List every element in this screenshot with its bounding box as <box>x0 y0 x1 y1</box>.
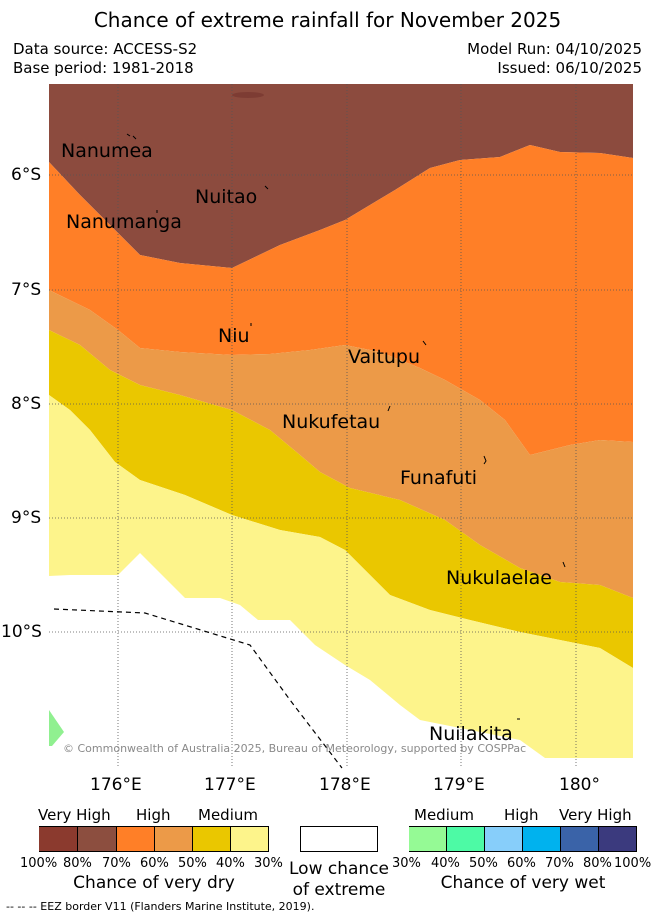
lon-label-177e: 177°E <box>204 775 256 795</box>
legend-dry-pct-100: 100% <box>20 856 58 871</box>
legend-wet-header-medium: Medium <box>414 806 474 824</box>
model-run: Model Run: 04/10/2025 <box>467 40 642 58</box>
legend-dry-swatch-1 <box>39 826 78 852</box>
lat-label-6s: 6°S <box>11 165 42 185</box>
base-period: Base period: 1981-2018 <box>13 59 194 77</box>
legend-wet-swatch-2 <box>447 826 485 852</box>
legend-dry-swatch-6 <box>231 826 269 852</box>
data-source: Data source: ACCESS-S2 <box>13 40 198 58</box>
legend-dry-pct-60: 60% <box>140 856 169 871</box>
lon-label-179e: 179°E <box>433 775 485 795</box>
place-nanumanga: Nanumanga <box>66 211 182 233</box>
legend-wet-pct-40: 40% <box>431 856 460 871</box>
lon-label-176e: 176°E <box>90 775 142 795</box>
lon-label-178e: 178°E <box>319 775 371 795</box>
legend-dry-swatch-2 <box>78 826 117 852</box>
place-nanumea: Nanumea <box>61 140 153 162</box>
dark-patch <box>232 92 264 98</box>
lat-label-7s: 7°S <box>11 280 42 300</box>
lat-label-10s: 10°S <box>1 622 42 642</box>
legend-wet-pct-50: 50% <box>469 856 498 871</box>
legend-wet-header-very-high: Very High <box>559 806 632 824</box>
zone-mid-dry <box>49 290 633 598</box>
place-nuitao: Nuitao <box>195 186 258 208</box>
legend-wet-swatch-3 <box>485 826 523 852</box>
legend-neutral-line1: Low chance <box>289 859 389 879</box>
place-vaitupu: Vaitupu <box>348 346 421 368</box>
meta-right: Model Run: 04/10/2025 Issued: 06/10/2025 <box>467 40 642 78</box>
legend-dry-header-very-high: Very High <box>38 806 111 824</box>
legend-dry-pct-40: 40% <box>216 856 245 871</box>
legend-dry-label: Chance of very dry <box>73 873 235 893</box>
legend-dry-header-high: High <box>136 806 171 824</box>
legend-wet-swatch-5 <box>561 826 599 852</box>
legend-neutral-line2: of extreme <box>292 880 386 900</box>
legend-wet-swatch-6 <box>599 826 637 852</box>
legend-neutral-swatch <box>300 826 378 852</box>
legend-wet-header-high: High <box>504 806 539 824</box>
lat-label-9s: 9°S <box>11 508 42 528</box>
lon-label-180: 180° <box>559 775 600 795</box>
zone-high-dry <box>49 145 633 455</box>
place-nuilakita: Nuilakita <box>429 723 513 745</box>
place-nukufetau: Nukufetau <box>282 411 381 433</box>
meta-left: Data source: ACCESS-S2 Base period: 1981… <box>13 40 197 78</box>
legend-wet-pct-80: 80% <box>583 856 612 871</box>
legend-dry-pct-70: 70% <box>102 856 131 871</box>
legend-wet-pct-100: 100% <box>614 856 652 871</box>
map-title: Chance of extreme rainfall for November … <box>93 8 562 32</box>
eez-border <box>53 608 343 769</box>
legend-wet-pct-60: 60% <box>507 856 536 871</box>
zone-low-dry <box>49 395 633 758</box>
place-nukulaelae: Nukulaelae <box>446 567 552 589</box>
legend-dry-swatch-4 <box>155 826 193 852</box>
legend-dry-swatch-5 <box>193 826 231 852</box>
legend-wet-swatch-1 <box>409 826 447 852</box>
issued-date: Issued: 06/10/2025 <box>497 59 642 77</box>
eez-footnote: -- -- -- EEZ border V11 (Flanders Marine… <box>6 900 315 913</box>
legend-wet-swatch-4 <box>523 826 561 852</box>
legend-dry-swatch-3 <box>117 826 155 852</box>
legend-dry-pct-80: 80% <box>63 856 92 871</box>
zone-very-high-dry <box>49 84 633 268</box>
legend-neutral-label: Low chance of extreme <box>279 859 399 901</box>
zone-medium-dry <box>49 330 633 668</box>
legend-wet-label: Chance of very wet <box>440 873 606 893</box>
place-funafuti: Funafuti <box>400 467 478 489</box>
copyright-notice: © Commonwealth of Australia 2025, Bureau… <box>63 742 527 755</box>
lat-label-8s: 8°S <box>11 394 42 414</box>
wet-patch <box>49 710 64 746</box>
legend-wet-pct-30: 30% <box>392 856 421 871</box>
legend-dry-pct-30: 30% <box>254 856 283 871</box>
legend-dry-pct-50: 50% <box>178 856 207 871</box>
legend-dry-header-medium: Medium <box>198 806 258 824</box>
grid-lines <box>49 84 633 768</box>
legend-wet-pct-70: 70% <box>545 856 574 871</box>
place-niu: Niu <box>218 325 250 347</box>
island-marks <box>126 133 566 720</box>
